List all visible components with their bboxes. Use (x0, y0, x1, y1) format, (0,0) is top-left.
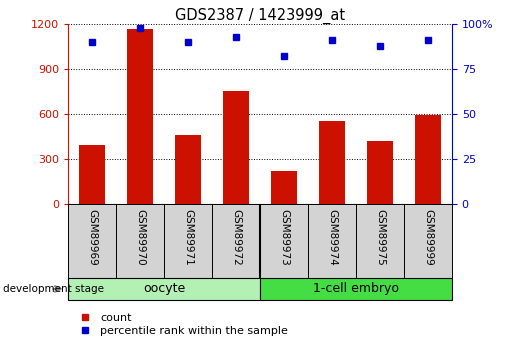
Text: 1-cell embryo: 1-cell embryo (313, 283, 399, 295)
Bar (79, 145, 106, 204)
Text: GSM89969: GSM89969 (87, 209, 97, 266)
Text: oocyte: oocyte (143, 283, 185, 295)
Bar (367, 141, 393, 204)
Bar (68, 204, 116, 278)
Text: GSM89973: GSM89973 (279, 209, 289, 266)
Bar (260, 278, 452, 300)
Text: GSM89999: GSM89999 (423, 209, 433, 266)
Text: GSM89970: GSM89970 (135, 209, 145, 265)
Bar (212, 204, 260, 278)
Bar (404, 204, 452, 278)
Text: development stage: development stage (3, 284, 104, 294)
Bar (356, 204, 404, 278)
Bar (164, 204, 212, 278)
Bar (308, 204, 356, 278)
Text: GSM89972: GSM89972 (231, 209, 241, 266)
Bar (68, 278, 260, 300)
Text: GSM89974: GSM89974 (327, 209, 337, 266)
Bar (223, 91, 249, 204)
Text: GSM89971: GSM89971 (183, 209, 193, 266)
Bar (271, 171, 297, 204)
Text: GSM89975: GSM89975 (375, 209, 385, 266)
Bar (260, 204, 308, 278)
Bar (415, 115, 441, 204)
Title: GDS2387 / 1423999_at: GDS2387 / 1423999_at (175, 8, 345, 24)
Bar (319, 120, 345, 204)
Bar (116, 204, 164, 278)
Legend: count, percentile rank within the sample: count, percentile rank within the sample (74, 313, 288, 336)
Bar (127, 29, 154, 204)
Bar (175, 135, 201, 204)
